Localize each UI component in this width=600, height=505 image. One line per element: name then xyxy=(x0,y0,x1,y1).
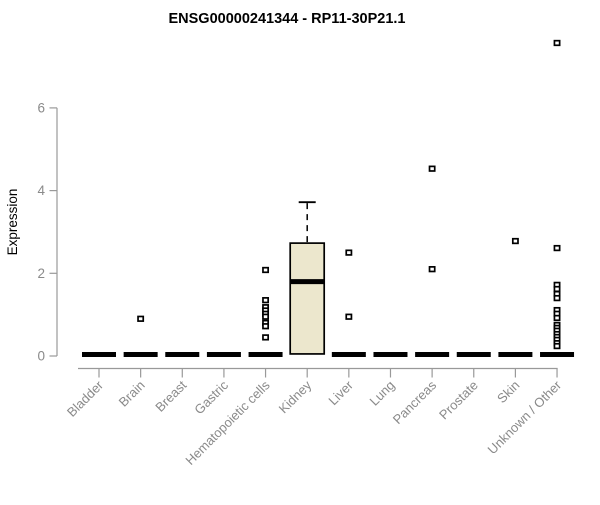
y-tick-label: 6 xyxy=(37,100,45,115)
x-tick-label: Skin xyxy=(494,378,522,406)
x-tick-label: Lung xyxy=(367,378,398,409)
outlier-point xyxy=(137,315,145,322)
outlier-point xyxy=(345,313,353,320)
x-tick-label: Gastric xyxy=(191,377,231,417)
outlier-point xyxy=(553,285,561,293)
outlier-point xyxy=(553,314,561,322)
x-tick-label: Breast xyxy=(152,377,189,414)
y-axis-label: Expression xyxy=(5,189,20,256)
outlier-point xyxy=(553,342,561,350)
x-tick-label: Bladder xyxy=(64,377,107,420)
box xyxy=(289,242,326,355)
outlier-point xyxy=(553,244,561,252)
box-marks xyxy=(82,39,575,357)
x-tick-label: Pancreas xyxy=(390,377,440,427)
outlier-point xyxy=(262,334,270,341)
outlier-point xyxy=(262,266,270,274)
x-tick-label: Unknown / Other xyxy=(485,377,565,457)
chart-title: ENSG00000241344 - RP11-30P21.1 xyxy=(168,11,405,27)
outlier-point xyxy=(262,297,270,304)
x-tick-label: Liver xyxy=(325,377,356,408)
x-tick-label: Prostate xyxy=(436,378,481,423)
outlier-point xyxy=(511,237,519,245)
outlier-point xyxy=(345,249,353,256)
y-tick-label: 2 xyxy=(37,266,45,281)
outlier-point xyxy=(553,39,561,47)
outlier-point xyxy=(262,313,270,320)
y-tick-label: 4 xyxy=(37,183,45,198)
x-tick-label: Brain xyxy=(116,378,148,410)
y-tick-label: 0 xyxy=(37,349,45,364)
x-tick-label: Kidney xyxy=(276,377,315,416)
outlier-point xyxy=(428,165,436,172)
outlier-point xyxy=(262,323,270,330)
outlier-point xyxy=(553,294,561,302)
outlier-point xyxy=(428,266,436,273)
